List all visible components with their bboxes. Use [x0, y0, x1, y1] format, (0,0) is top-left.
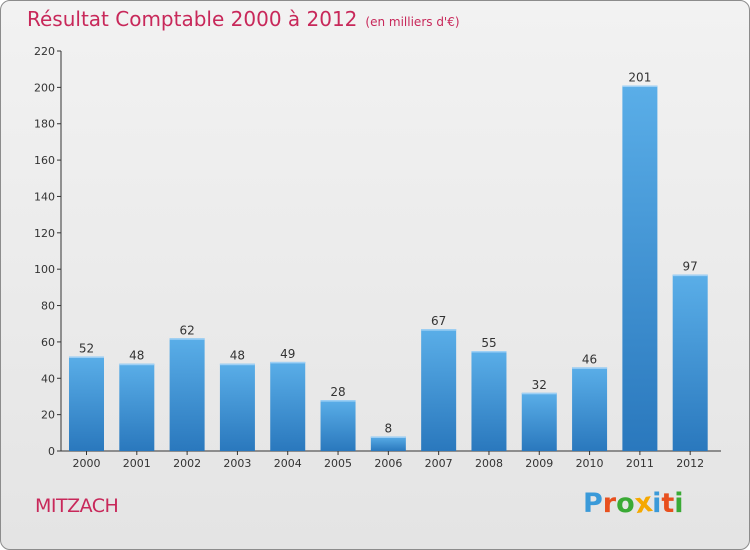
bar-top-highlight [672, 274, 708, 277]
data-label-2010: 46 [582, 352, 597, 366]
data-label-2003: 48 [230, 349, 245, 363]
x-tick-label-2002: 2002 [173, 457, 201, 470]
bar-top-highlight [421, 329, 457, 331]
data-label-2008: 55 [481, 336, 496, 350]
chart-subtitle: (en milliers d'€) [365, 15, 460, 29]
bar-2003 [219, 363, 255, 451]
bar-top-highlight [521, 392, 557, 395]
x-tick-label-2004: 2004 [274, 457, 302, 470]
x-tick-label-2006: 2006 [374, 457, 402, 470]
data-label-2007: 67 [431, 314, 446, 328]
logo-letter: x [632, 486, 655, 521]
logo-letter: t [661, 488, 675, 519]
bar-top-highlight [320, 400, 356, 402]
y-tick-label: 120 [34, 227, 55, 240]
chart-title: Résultat Comptable 2000 à 2012 [27, 7, 358, 31]
x-tick-label-2005: 2005 [324, 457, 352, 470]
data-label-2004: 49 [280, 347, 295, 361]
bar-2008 [471, 351, 507, 451]
bar-top-highlight [219, 363, 255, 366]
y-tick-label: 40 [41, 372, 55, 385]
bar-top-highlight [169, 338, 205, 340]
bar-top-highlight [370, 436, 406, 438]
bar-2000 [69, 356, 104, 451]
data-label-2012: 97 [683, 260, 698, 274]
data-label-2005: 28 [330, 385, 345, 399]
y-tick-label: 80 [41, 300, 55, 313]
y-tick-label: 200 [34, 81, 55, 94]
y-tick-label: 60 [41, 336, 55, 349]
data-label-2006: 8 [385, 421, 393, 435]
bar-2011 [622, 85, 658, 451]
chart-title-row: Résultat Comptable 2000 à 2012 (en millie… [27, 7, 460, 31]
bar-2012 [672, 274, 708, 451]
bar-2006 [370, 436, 406, 451]
logo-letter: P [583, 488, 603, 519]
bar-top-highlight [119, 363, 155, 366]
data-label-2002: 62 [179, 323, 194, 337]
bar-2005 [320, 400, 356, 451]
y-tick-label: 220 [34, 45, 55, 58]
y-tick-label: 180 [34, 118, 55, 131]
y-tick-label: 160 [34, 154, 55, 167]
y-tick-label: 0 [48, 445, 55, 458]
x-tick-label-2003: 2003 [223, 457, 251, 470]
data-label-2009: 32 [532, 378, 547, 392]
data-label-2000: 52 [79, 341, 94, 355]
bar-2009 [521, 392, 557, 451]
data-label-2001: 48 [129, 349, 144, 363]
x-tick-label-2010: 2010 [576, 457, 604, 470]
bar-top-highlight [471, 351, 507, 353]
bar-top-highlight [69, 356, 104, 358]
bar-2001 [119, 363, 155, 451]
bar-top-highlight [622, 85, 658, 88]
proxiti-logo[interactable]: Proxiti [583, 486, 684, 521]
x-tick-label-2001: 2001 [123, 457, 151, 470]
logo-letter: i [674, 488, 684, 519]
x-tick-label-2012: 2012 [676, 457, 704, 470]
bar-2007 [421, 329, 457, 451]
x-tick-label-2008: 2008 [475, 457, 503, 470]
x-tick-label-2011: 2011 [626, 457, 654, 470]
logo-letter: o [616, 488, 635, 519]
bar-top-highlight [572, 367, 608, 369]
logo-letter: i [652, 488, 662, 519]
y-tick-label: 20 [41, 409, 55, 422]
x-tick-label-2007: 2007 [425, 457, 453, 470]
bar-2010 [572, 367, 608, 451]
bar-2004 [270, 361, 306, 451]
x-tick-label-2000: 2000 [73, 457, 101, 470]
place-name: MITZACH [35, 495, 119, 517]
bar-2002 [169, 338, 205, 451]
logo-letter: r [602, 488, 617, 519]
x-tick-label-2009: 2009 [525, 457, 553, 470]
data-label-2011: 201 [628, 71, 651, 85]
y-tick-label: 140 [34, 190, 55, 203]
bar-top-highlight [270, 361, 306, 364]
y-tick-label: 100 [34, 263, 55, 276]
